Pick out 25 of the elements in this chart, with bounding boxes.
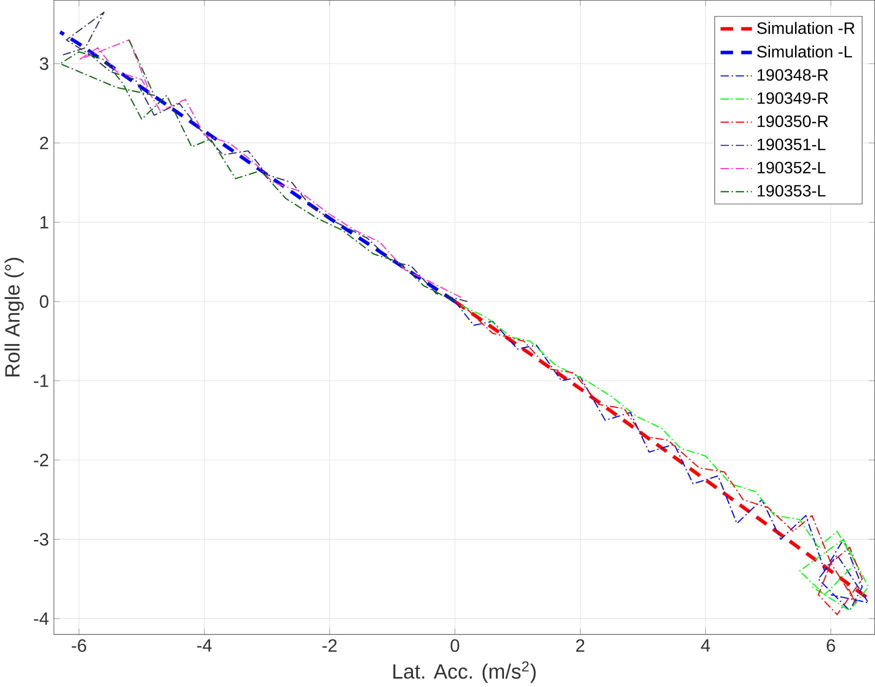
legend-label: 190353-L: [758, 184, 826, 196]
x-tick-label: 6: [826, 639, 836, 652]
legend-label: 190352-L: [758, 162, 826, 174]
y-axis-title: Roll Angle (°): [4, 258, 24, 376]
legend-label: 190350-R: [758, 115, 828, 127]
x-tick-label: -6: [72, 639, 86, 652]
legend-label: 190349-R: [758, 92, 828, 104]
legend-label: 190351-L: [758, 138, 826, 150]
legend-label: 190348-R: [758, 68, 828, 81]
x-axis-title: Lat. Acc. (m/s$^{2}$): [393, 661, 536, 683]
legend-label: Simulation -R: [757, 22, 854, 34]
x-tick-label: 4: [701, 639, 710, 652]
y-tick-label: 0: [40, 294, 48, 308]
y-tick-label: -1: [34, 374, 48, 387]
y-tick-label: -3: [34, 532, 48, 546]
y-tick-label: 3: [40, 57, 48, 70]
y-tick-label: 1: [40, 216, 48, 228]
x-tick-label: 2: [576, 639, 584, 652]
x-tick-label: -4: [197, 639, 212, 652]
y-tick-label: 2: [40, 136, 48, 149]
x-tick-label: -2: [322, 639, 337, 652]
legend-label: Simulation -L: [757, 45, 852, 58]
y-tick-label: -2: [34, 454, 48, 466]
y-tick-label: -4: [34, 612, 49, 625]
x-tick-label: 0: [450, 639, 460, 652]
